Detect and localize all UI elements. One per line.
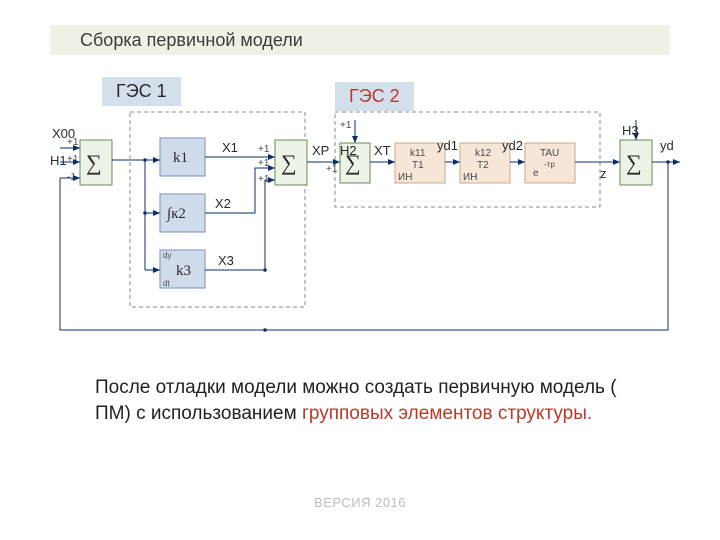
lbl-x3: X3	[218, 253, 234, 268]
lbl-h3: H3	[622, 123, 639, 138]
lbl-h1: H1	[50, 153, 67, 168]
p1-c: ИН	[398, 172, 412, 183]
body-accent: групповых элементов структуры.	[302, 403, 592, 424]
lbl-z: z	[600, 166, 607, 181]
dt-label: dt	[163, 279, 170, 288]
diagram-svg: ∑ ∑ ∑ ∑ k1 ∫к2 dy k3 dt k11 T1 ИН k12 T2…	[0, 0, 720, 370]
body-text: После отладки модели можно создать перви…	[95, 375, 635, 426]
sigma-2: ∑	[281, 150, 297, 175]
lbl-s3a: +1	[340, 120, 352, 131]
p2-a: k12	[475, 148, 492, 159]
lbl-s2c: +1	[258, 174, 270, 185]
p3-b: -тр	[544, 160, 555, 169]
lbl-s2b: +1	[258, 158, 270, 169]
k2-label: ∫к2	[166, 206, 186, 222]
lbl-xt: XT	[374, 143, 391, 158]
lbl-s2a: +1	[258, 144, 270, 155]
p3-a: TAU	[540, 148, 559, 159]
lbl-x2: X2	[215, 196, 231, 211]
lbl-x1: X1	[222, 140, 238, 155]
lbl-yd: yd	[660, 138, 674, 153]
p2-c: ИН	[463, 172, 477, 183]
dy-label: dy	[163, 251, 171, 260]
k1-label: k1	[173, 150, 188, 166]
sigma-4: ∑	[626, 150, 642, 175]
lbl-yd2: yd2	[502, 138, 523, 153]
p1-a: k11	[410, 148, 426, 159]
lbl-p1a: +1	[67, 137, 79, 148]
lbl-yd1: yd1	[437, 138, 458, 153]
p1-b: T1	[412, 160, 424, 171]
lbl-xp: XP	[312, 143, 329, 158]
k3-label: k3	[176, 263, 191, 279]
p3-c: e	[533, 168, 539, 179]
p2-b: T2	[477, 160, 489, 171]
lbl-p1b: +1	[67, 154, 79, 165]
footer: ВЕРСИЯ 2016	[0, 495, 720, 510]
lbl-h2: H2	[340, 143, 357, 158]
lbl-s3b: +1	[326, 164, 338, 175]
sigma-1: ∑	[86, 150, 102, 175]
